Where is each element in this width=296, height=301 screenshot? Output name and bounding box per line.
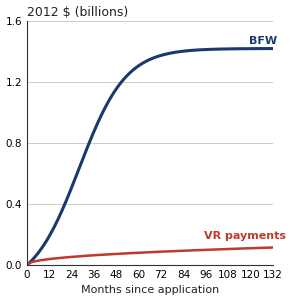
Text: VR payments: VR payments [204,231,286,241]
X-axis label: Months since application: Months since application [81,285,219,296]
Text: BFW: BFW [249,36,277,46]
Text: 2012 $ (billions): 2012 $ (billions) [27,5,128,19]
